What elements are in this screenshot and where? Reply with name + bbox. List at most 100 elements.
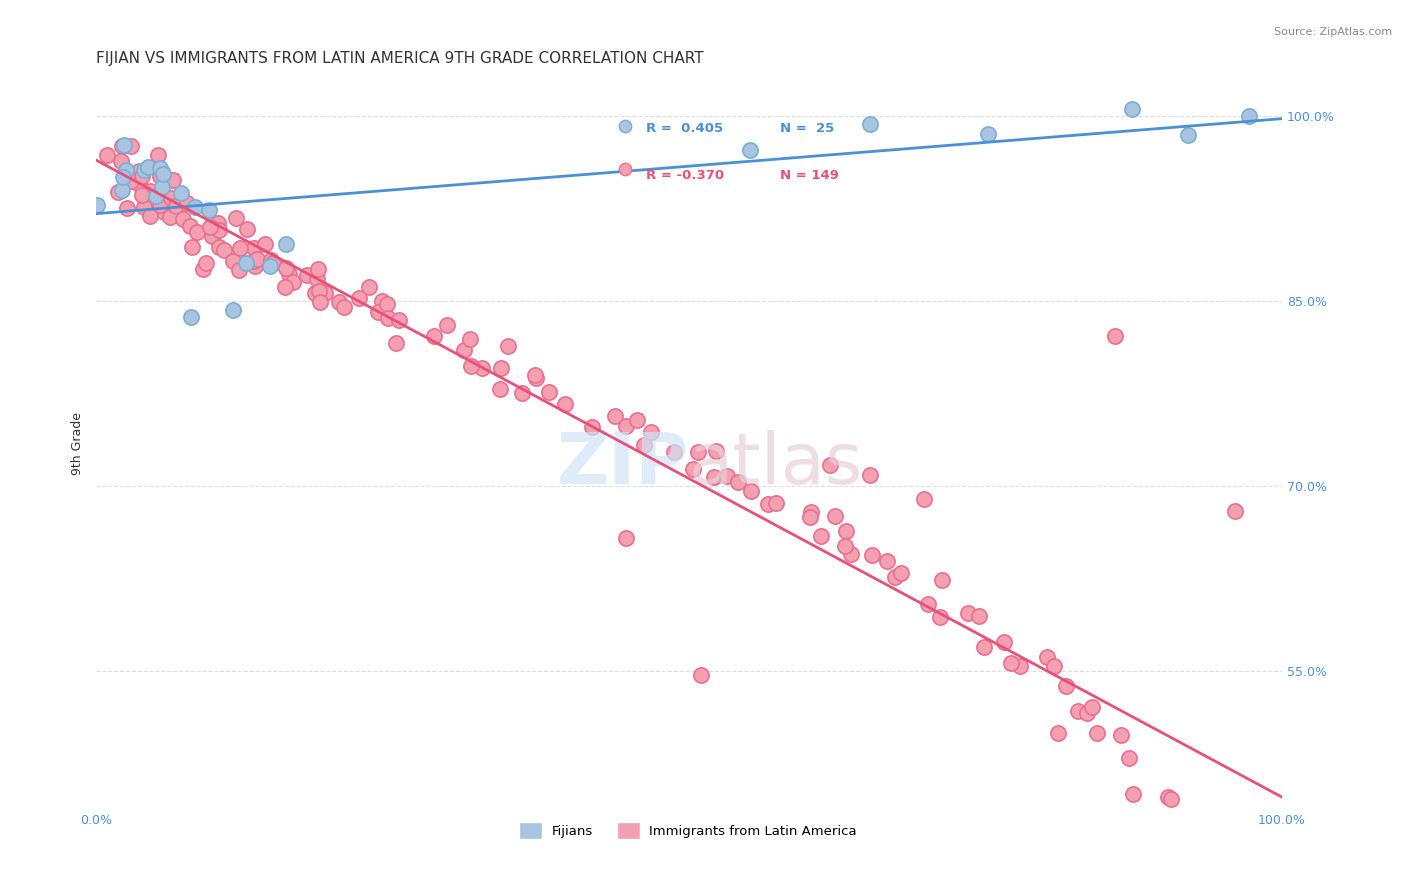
Immigrants from Latin America (222, 254, 245, 268)
Immigrants from Latin America (799, 510, 821, 524)
Immigrants from Latin America (243, 241, 266, 255)
Immigrants from Latin America (253, 237, 276, 252)
Fijians (136, 161, 159, 175)
Immigrants from Latin America (200, 219, 222, 234)
Immigrants from Latin America (460, 359, 482, 373)
Immigrants from Latin America (160, 191, 183, 205)
Fijians (111, 183, 134, 197)
Fijians (134, 163, 156, 178)
Immigrants from Latin America (328, 295, 350, 310)
Immigrants from Latin America (957, 606, 980, 620)
Immigrants from Latin America (727, 475, 749, 490)
Text: R =  0.405: R = 0.405 (647, 122, 724, 136)
Immigrants from Latin America (800, 505, 823, 519)
Immigrants from Latin America (1173, 821, 1195, 835)
Immigrants from Latin America (228, 241, 250, 255)
Immigrants from Latin America (810, 529, 832, 543)
Immigrants from Latin America (603, 409, 626, 424)
Text: atlas: atlas (689, 430, 863, 500)
Immigrants from Latin America (884, 570, 907, 584)
Fijians (274, 236, 297, 251)
Immigrants from Latin America (359, 280, 381, 294)
Fijians (112, 137, 135, 152)
Immigrants from Latin America (860, 548, 883, 562)
Immigrants from Latin America (131, 187, 153, 202)
Immigrants from Latin America (120, 174, 142, 188)
Immigrants from Latin America (165, 199, 187, 213)
Immigrants from Latin America (1122, 787, 1144, 801)
Immigrants from Latin America (121, 168, 143, 182)
Fijians (222, 303, 245, 318)
Immigrants from Latin America (581, 420, 603, 434)
Immigrants from Latin America (839, 547, 862, 561)
Immigrants from Latin America (835, 524, 858, 538)
Immigrants from Latin America (371, 293, 394, 308)
Fijians (150, 180, 173, 194)
Immigrants from Latin America (614, 531, 637, 545)
Immigrants from Latin America (973, 640, 995, 654)
Immigrants from Latin America (489, 382, 512, 396)
Immigrants from Latin America (152, 204, 174, 219)
Immigrants from Latin America (1047, 726, 1070, 740)
Immigrants from Latin America (834, 539, 856, 553)
Immigrants from Latin America (186, 225, 208, 239)
Immigrants from Latin America (146, 147, 169, 161)
Immigrants from Latin America (208, 223, 231, 237)
Immigrants from Latin America (912, 492, 935, 507)
Immigrants from Latin America (453, 343, 475, 358)
Immigrants from Latin America (716, 468, 738, 483)
Immigrants from Latin America (756, 497, 779, 511)
Immigrants from Latin America (967, 609, 990, 624)
Immigrants from Latin America (1223, 504, 1246, 518)
Immigrants from Latin America (200, 229, 222, 244)
Immigrants from Latin America (690, 667, 713, 681)
Fijians (112, 169, 135, 184)
Fijians (977, 127, 1000, 141)
Immigrants from Latin America (993, 634, 1015, 648)
Fijians (738, 143, 761, 157)
Immigrants from Latin America (1036, 649, 1059, 664)
Immigrants from Latin America (347, 291, 370, 305)
Fijians (1237, 109, 1260, 123)
Point (613, 161, 636, 176)
Fijians (149, 161, 172, 175)
Immigrants from Latin America (1000, 656, 1022, 670)
Immigrants from Latin America (149, 169, 172, 184)
Immigrants from Latin America (1067, 704, 1090, 718)
Immigrants from Latin America (824, 509, 846, 524)
Immigrants from Latin America (308, 284, 330, 298)
Immigrants from Latin America (228, 263, 250, 277)
Immigrants from Latin America (132, 201, 155, 215)
Immigrants from Latin America (245, 260, 267, 274)
Text: N = 149: N = 149 (780, 169, 839, 182)
Immigrants from Latin America (212, 243, 235, 257)
Immigrants from Latin America (1173, 817, 1195, 831)
Immigrants from Latin America (1160, 792, 1182, 806)
Immigrants from Latin America (307, 262, 329, 277)
Immigrants from Latin America (704, 443, 727, 458)
Immigrants from Latin America (367, 305, 389, 319)
Immigrants from Latin America (260, 252, 283, 267)
Immigrants from Latin America (111, 139, 134, 153)
Immigrants from Latin America (159, 210, 181, 224)
Immigrants from Latin America (139, 185, 162, 199)
Immigrants from Latin America (172, 211, 194, 226)
Immigrants from Latin America (117, 202, 139, 216)
Immigrants from Latin America (614, 418, 637, 433)
Immigrants from Latin America (314, 285, 336, 300)
Immigrants from Latin America (510, 386, 533, 401)
Immigrants from Latin America (686, 445, 709, 459)
Immigrants from Latin America (107, 185, 129, 199)
Y-axis label: 9th Grade: 9th Grade (72, 411, 84, 475)
Immigrants from Latin America (436, 318, 458, 332)
Fijians (259, 260, 281, 274)
Text: FIJIAN VS IMMIGRANTS FROM LATIN AMERICA 9TH GRADE CORRELATION CHART: FIJIAN VS IMMIGRANTS FROM LATIN AMERICA … (96, 51, 703, 66)
Immigrants from Latin America (120, 139, 142, 153)
Immigrants from Latin America (876, 554, 898, 568)
Immigrants from Latin America (1240, 849, 1263, 863)
Immigrants from Latin America (149, 198, 172, 212)
Immigrants from Latin America (281, 275, 304, 289)
Immigrants from Latin America (243, 254, 266, 268)
Fijians (180, 310, 202, 324)
Text: Source: ZipAtlas.com: Source: ZipAtlas.com (1274, 27, 1392, 37)
